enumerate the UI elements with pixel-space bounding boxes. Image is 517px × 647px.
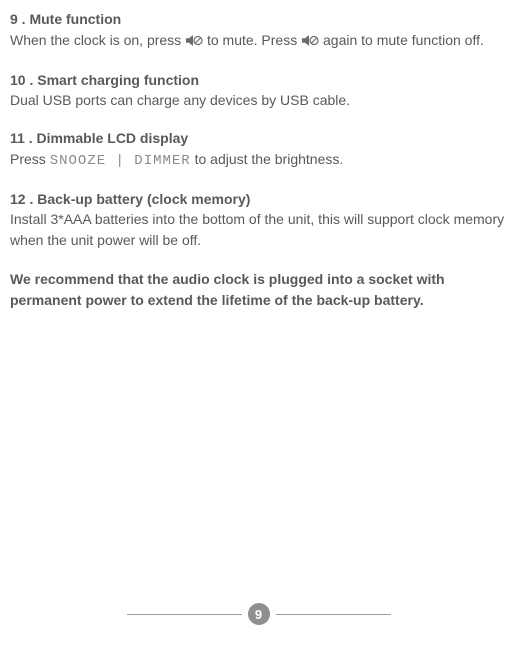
section-12-battery: 12 . Back-up battery (clock memory) Inst… — [10, 190, 507, 252]
body-mute: When the clock is on, press to mute. Pre… — [10, 30, 507, 53]
section-10-charging: 10 . Smart charging function Dual USB po… — [10, 71, 507, 112]
footer-line-right — [276, 614, 391, 615]
snooze-dimmer-button-label: SNOOZE | DIMMER — [50, 153, 191, 169]
body-charging: Dual USB ports can charge any devices by… — [10, 90, 507, 111]
mute-text-2: , press — [139, 32, 185, 48]
page-number: 9 — [255, 608, 262, 621]
heading-mute: 9 . Mute function — [10, 10, 507, 30]
dim-text-2: to adjust the brightness. — [191, 151, 344, 167]
mute-text-4: again to mute function off. — [319, 32, 484, 48]
mute-icon — [301, 32, 319, 53]
heading-dimmable: 11 . Dimmable LCD display — [10, 129, 507, 149]
page-number-badge: 9 — [248, 603, 270, 625]
body-battery: Install 3*AAA batteries into the bottom … — [10, 209, 507, 251]
heading-charging: 10 . Smart charging function — [10, 71, 507, 91]
page-footer: 9 — [0, 603, 517, 625]
section-11-dimmable: 11 . Dimmable LCD display Press SNOOZE |… — [10, 129, 507, 172]
mute-text-1: When the clock is on — [10, 32, 139, 48]
mute-text-3: to mute. Press — [203, 32, 301, 48]
body-dimmable: Press SNOOZE | DIMMER to adjust the brig… — [10, 149, 507, 172]
dim-text-1: Press — [10, 151, 50, 167]
heading-battery: 12 . Back-up battery (clock memory) — [10, 190, 507, 210]
footer-line-left — [127, 614, 242, 615]
section-9-mute: 9 . Mute function When the clock is on, … — [10, 10, 507, 53]
mute-icon — [185, 32, 203, 53]
manual-page: 9 . Mute function When the clock is on, … — [0, 0, 517, 311]
recommendation-text: We recommend that the audio clock is plu… — [10, 269, 507, 311]
